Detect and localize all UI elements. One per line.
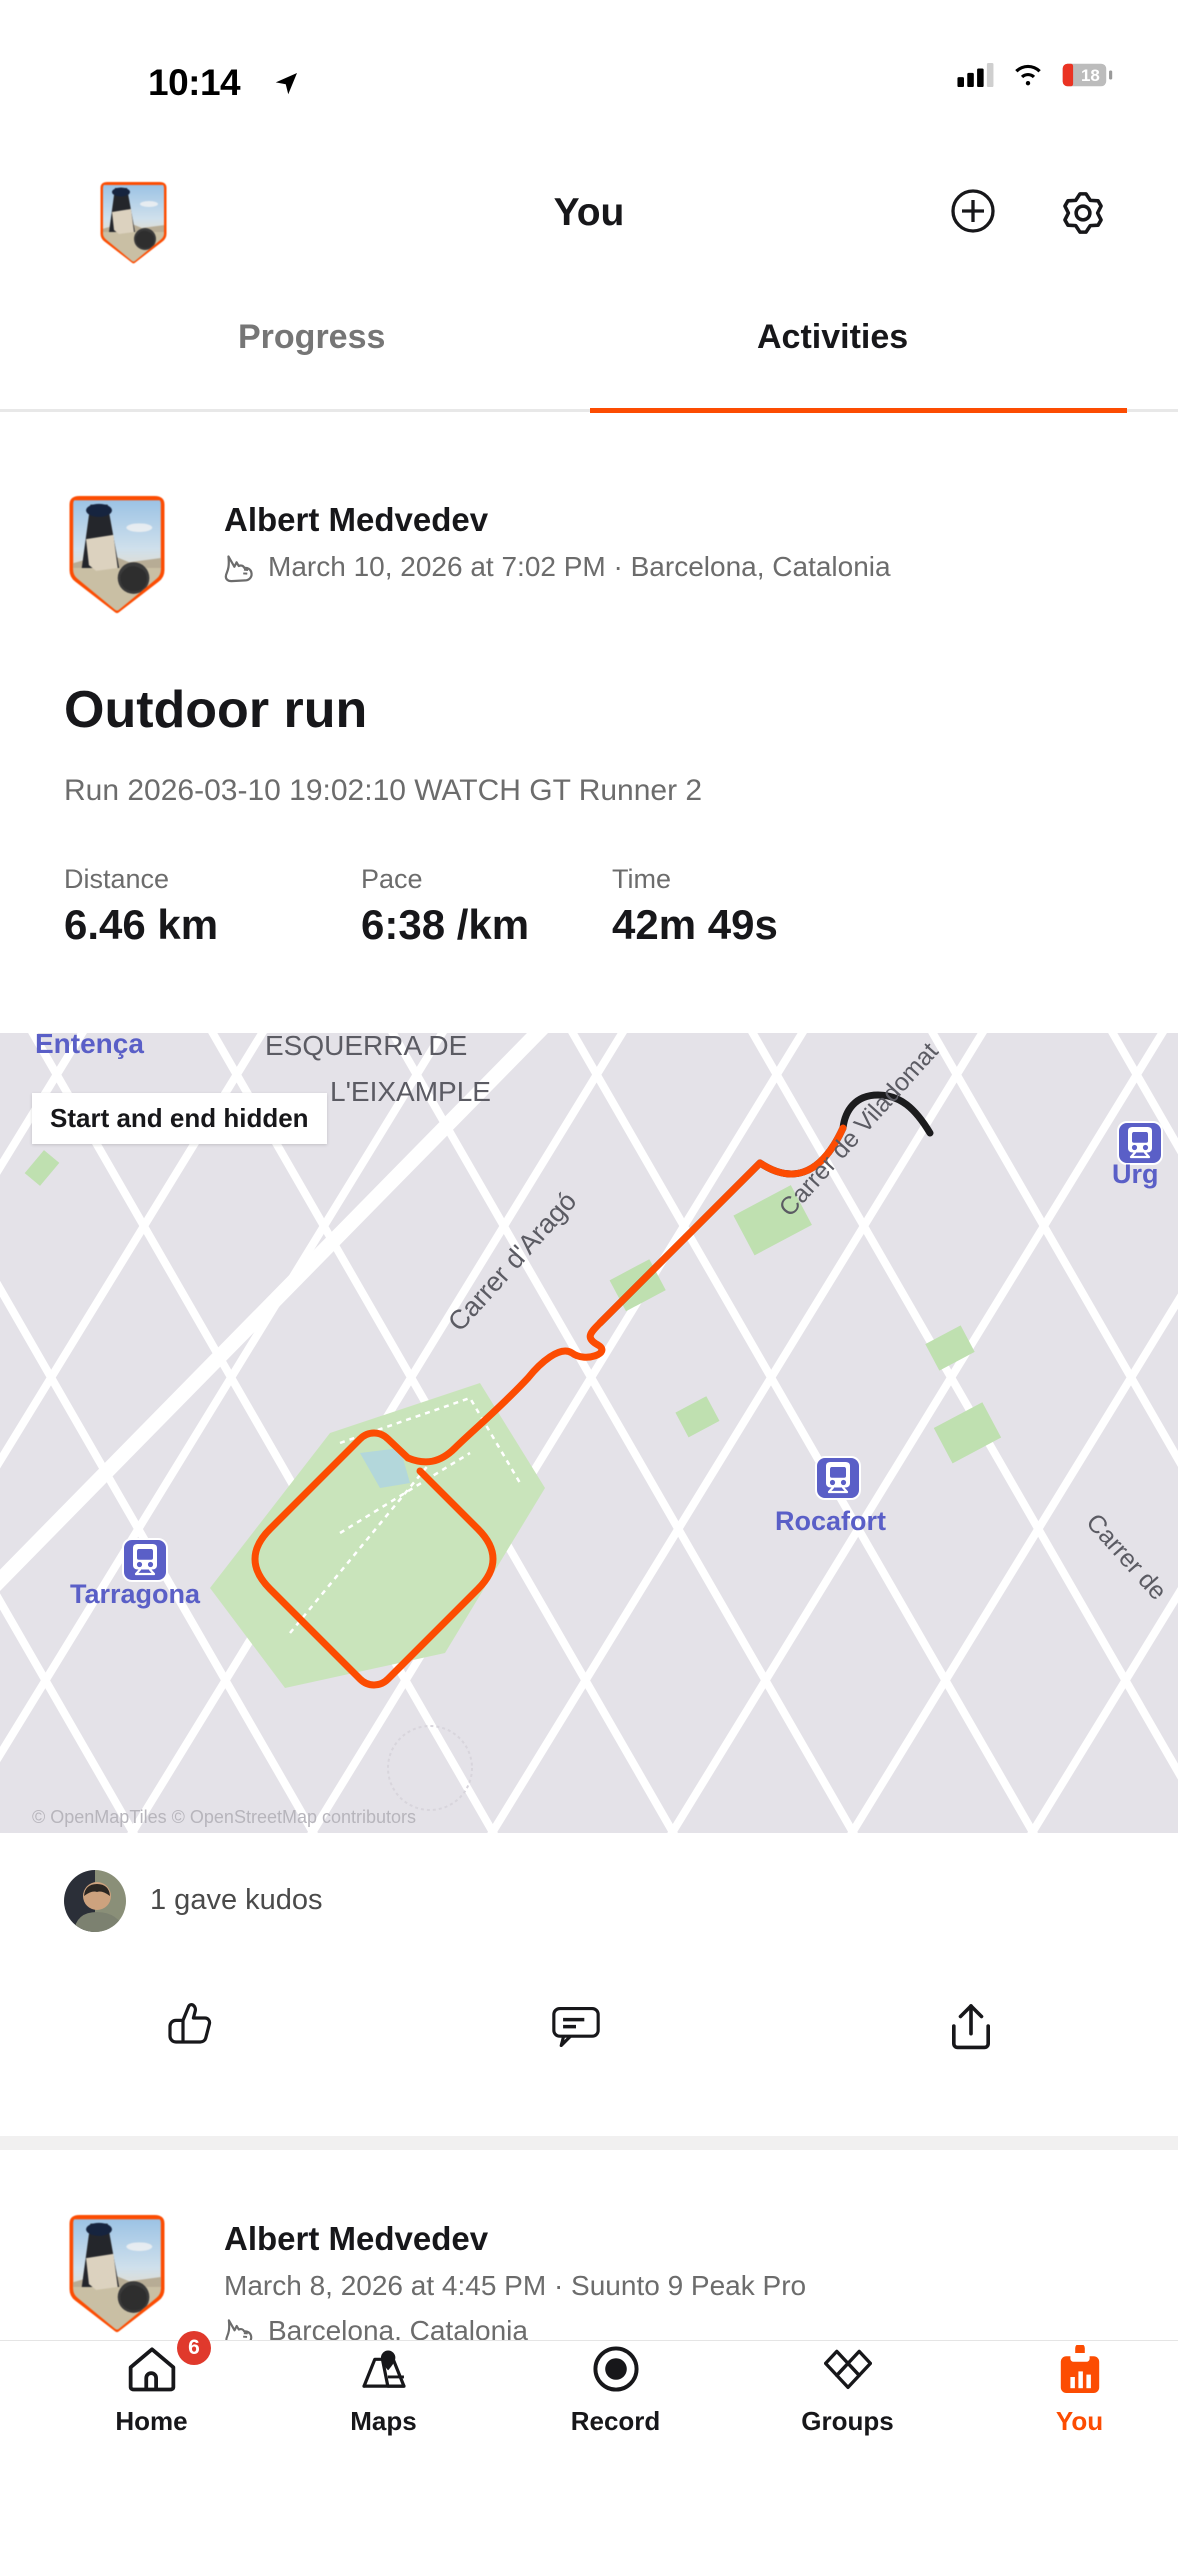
svg-text:18: 18 bbox=[1081, 66, 1100, 85]
svg-text:L'EIXAMPLE: L'EIXAMPLE bbox=[330, 1076, 491, 1107]
svg-text:© OpenMapTiles © OpenStreetMap: © OpenMapTiles © OpenStreetMap contribut… bbox=[32, 1807, 416, 1827]
svg-text:Urg: Urg bbox=[1112, 1159, 1159, 1189]
svg-text:ESQUERRA DE: ESQUERRA DE bbox=[265, 1033, 467, 1061]
svg-text:Entença: Entença bbox=[35, 1033, 144, 1059]
svg-text:Rocafort: Rocafort bbox=[775, 1506, 886, 1536]
svg-text:Tarragona: Tarragona bbox=[70, 1579, 201, 1609]
